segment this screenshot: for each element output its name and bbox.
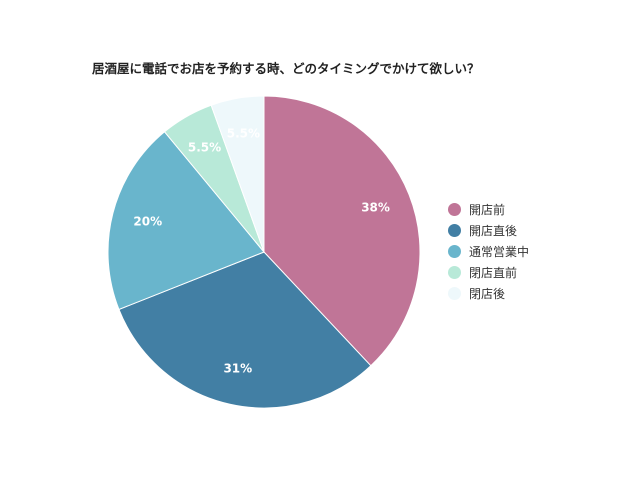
pie-slice-4 <box>210 95 265 253</box>
pie-slice-0 <box>263 95 421 367</box>
slice-label-4: 5.5% <box>227 126 260 140</box>
slice-label-2: 20% <box>133 215 162 229</box>
legend-item-3: 閉店直前 <box>448 262 529 283</box>
legend-label-4: 閉店後 <box>469 287 506 301</box>
legend-label-1: 開店直後 <box>469 224 518 238</box>
legend-swatch-1 <box>448 224 461 237</box>
legend-swatch-0 <box>448 203 461 216</box>
legend-label-2: 通常営業中 <box>469 245 530 259</box>
legend-swatch-2 <box>448 245 461 258</box>
legend-swatch-3 <box>448 266 461 279</box>
pie-slice-2 <box>107 131 265 311</box>
legend-item-1: 開店直後 <box>448 220 529 241</box>
legend-item-2: 通常営業中 <box>448 241 529 262</box>
slice-label-0: 38% <box>361 200 390 214</box>
legend-item-4: 閉店後 <box>448 283 529 304</box>
legend-label-3: 閉店直前 <box>469 266 518 280</box>
legend-swatch-4 <box>448 287 461 300</box>
legend-item-0: 開店前 <box>448 199 529 220</box>
pie-slice-1 <box>118 251 372 409</box>
legend-label-0: 開店前 <box>469 203 506 217</box>
slice-label-1: 31% <box>223 362 252 376</box>
chart-title: 居酒屋に電話でお店を予約する時、どのタイミングでかけて欲しい？ <box>92 61 480 76</box>
slice-label-3: 5.5% <box>188 140 221 154</box>
legend: 開店前開店直後通常営業中閉店直前閉店後 <box>448 199 529 304</box>
